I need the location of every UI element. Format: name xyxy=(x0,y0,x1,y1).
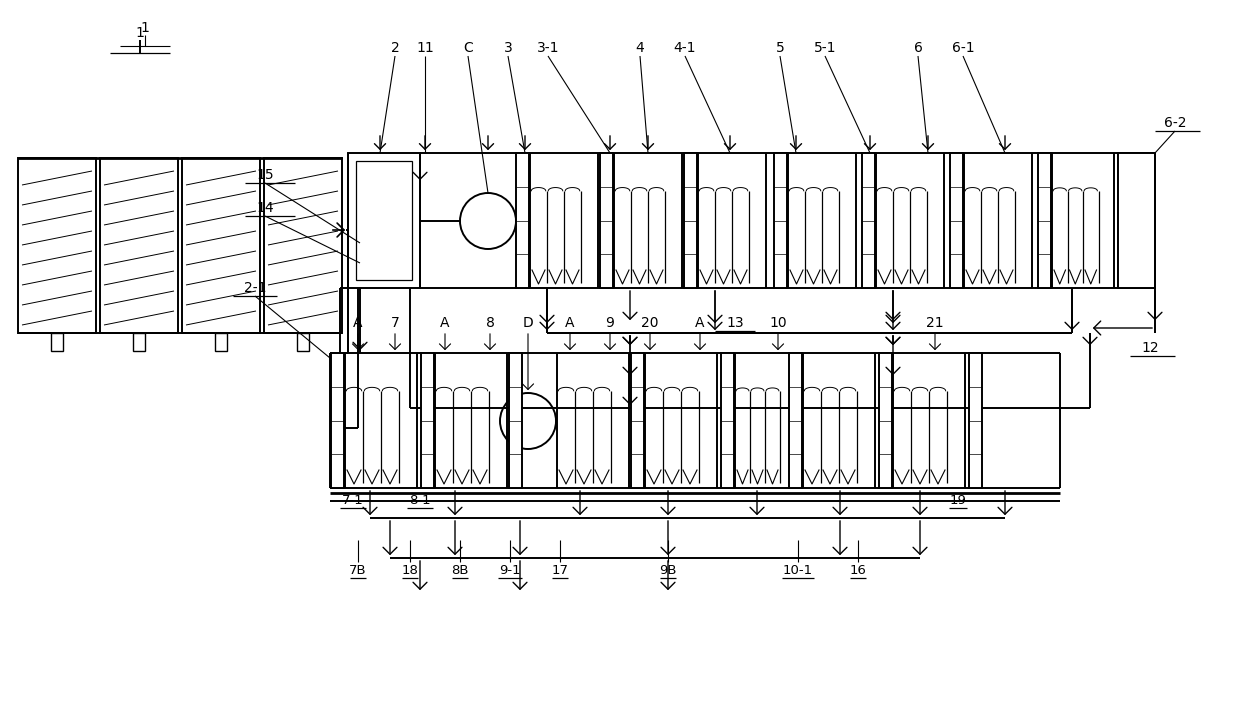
Text: 9-1: 9-1 xyxy=(500,564,521,577)
Text: 6: 6 xyxy=(914,41,923,55)
Text: 11: 11 xyxy=(417,41,434,55)
Text: 3: 3 xyxy=(503,41,512,55)
Bar xyxy=(950,153,963,288)
Text: 1: 1 xyxy=(135,26,144,40)
Text: 19: 19 xyxy=(950,493,966,506)
Bar xyxy=(508,353,522,488)
Text: 3-1: 3-1 xyxy=(537,41,559,55)
Bar xyxy=(264,158,342,333)
Text: 4-1: 4-1 xyxy=(673,41,696,55)
Text: 12: 12 xyxy=(1141,341,1159,355)
Text: 7-1: 7-1 xyxy=(342,493,363,506)
Text: 7B: 7B xyxy=(350,564,367,577)
Text: 21: 21 xyxy=(926,316,944,330)
Bar xyxy=(862,153,875,288)
Text: 14: 14 xyxy=(257,201,274,215)
Bar xyxy=(182,158,260,333)
Text: 15: 15 xyxy=(257,168,274,182)
Bar xyxy=(422,353,434,488)
Bar xyxy=(19,158,95,333)
Bar xyxy=(1038,153,1052,288)
Text: 13: 13 xyxy=(727,316,744,330)
Bar xyxy=(789,353,802,488)
Text: 5: 5 xyxy=(776,41,785,55)
Text: 10: 10 xyxy=(769,316,787,330)
Text: 10-1: 10-1 xyxy=(782,564,813,577)
Bar xyxy=(774,153,787,288)
Text: 8: 8 xyxy=(486,316,495,330)
Bar xyxy=(720,353,734,488)
Text: 5-1: 5-1 xyxy=(813,41,836,55)
Text: 20: 20 xyxy=(641,316,658,330)
Text: 8B: 8B xyxy=(451,564,469,577)
Bar xyxy=(1118,153,1131,288)
Bar xyxy=(215,333,227,351)
Bar xyxy=(600,153,613,288)
Bar xyxy=(684,153,697,288)
Text: 8-1: 8-1 xyxy=(409,493,430,506)
Text: 17: 17 xyxy=(552,564,568,577)
Text: 6-2: 6-2 xyxy=(1164,116,1187,130)
Bar xyxy=(356,161,412,280)
Text: 1: 1 xyxy=(140,21,150,35)
Text: 2-1: 2-1 xyxy=(244,281,267,295)
Text: 9B: 9B xyxy=(660,564,677,577)
Bar xyxy=(879,353,892,488)
Text: 2: 2 xyxy=(391,41,399,55)
Text: 16: 16 xyxy=(849,564,867,577)
Text: A: A xyxy=(440,316,450,330)
Text: 18: 18 xyxy=(402,564,418,577)
Bar xyxy=(1118,153,1154,288)
Text: 9: 9 xyxy=(605,316,615,330)
Text: A: A xyxy=(565,316,575,330)
Text: A: A xyxy=(696,316,704,330)
Bar xyxy=(298,333,309,351)
Text: 6-1: 6-1 xyxy=(951,41,975,55)
Text: C: C xyxy=(463,41,472,55)
Bar xyxy=(100,158,179,333)
Bar xyxy=(331,353,343,488)
Bar xyxy=(133,333,145,351)
Text: 7: 7 xyxy=(391,316,399,330)
Text: D: D xyxy=(522,316,533,330)
Bar xyxy=(348,153,420,288)
Bar xyxy=(968,353,982,488)
Text: 4: 4 xyxy=(636,41,645,55)
Bar xyxy=(516,153,529,288)
Text: A: A xyxy=(353,316,363,330)
Bar xyxy=(631,353,644,488)
Bar xyxy=(51,333,63,351)
